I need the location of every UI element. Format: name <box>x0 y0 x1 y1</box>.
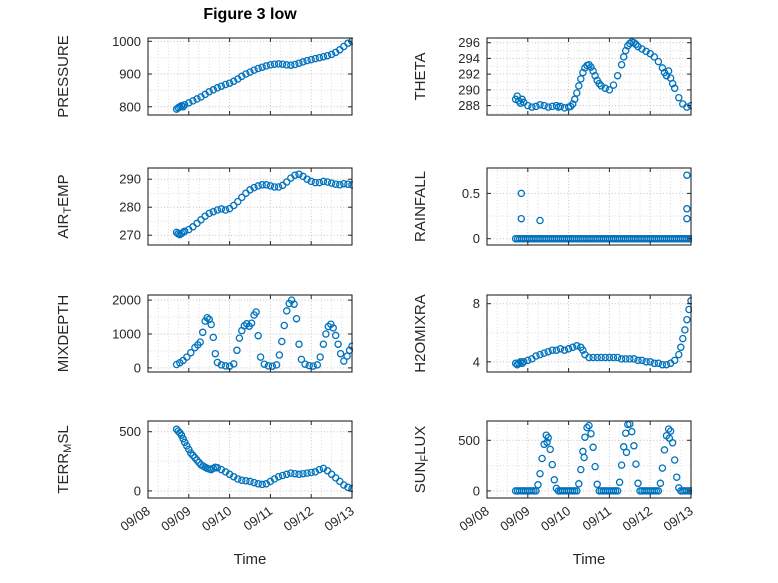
mixdepth-ytick-label: 1000 <box>112 327 141 342</box>
rainfall-ytick-label: 0 <box>473 231 480 246</box>
air_temp-points <box>172 170 353 239</box>
pressure-axes-box <box>147 37 353 116</box>
rainfall-axes-box <box>486 167 692 246</box>
x-axis-label-left: Time <box>233 551 267 568</box>
air_temp-ytick-label: 270 <box>119 228 141 243</box>
xtick-label: 09/12 <box>281 503 316 534</box>
terr_msl-points <box>172 425 353 493</box>
xtick-label: 09/11 <box>580 503 614 533</box>
pressure-ytick-label: 900 <box>119 67 141 82</box>
theta-axes-box <box>486 37 692 116</box>
pressure-points <box>172 37 353 113</box>
xtick-label: 09/13 <box>321 503 356 534</box>
mixdepth-ytick-label: 0 <box>134 360 141 375</box>
xtick-label: 09/09 <box>158 503 193 534</box>
sun_flux-ytick-label: 0 <box>473 483 480 498</box>
xtick-label: 09/10 <box>538 503 573 534</box>
mixdepth-ylabel: MIXDEPTH <box>55 295 72 373</box>
h2omixra-ytick-label: 8 <box>473 296 480 311</box>
plot-pressure: 800 900 1000 PRESSURE <box>55 34 353 118</box>
xtick-label: 09/11 <box>241 503 275 533</box>
mixdepth-points <box>172 296 353 370</box>
theta-ytick-label: 292 <box>458 67 480 82</box>
xtick-label: 09/08 <box>117 503 152 534</box>
xtick-label: 09/13 <box>660 503 695 534</box>
terr_msl-ylabel: TERRMSL <box>55 425 74 493</box>
xtick-label: 09/08 <box>456 503 491 534</box>
pressure-ytick-label: 800 <box>119 99 141 114</box>
sun_flux-ytick-label: 500 <box>458 433 480 448</box>
theta-ytick-label: 296 <box>458 35 480 50</box>
theta-ytick-label: 294 <box>458 51 480 66</box>
h2omixra-axes-box <box>486 294 692 373</box>
plot-mixdepth: 0 1000 2000 MIXDEPTH <box>55 293 353 375</box>
sun_flux-axes-box <box>486 420 692 499</box>
xtick-label: 09/12 <box>620 503 655 534</box>
plot-terr_msl: 0 500 09/08 09/09 09/10 09/11 09/12 09/13 TERRMS… <box>55 420 357 534</box>
air_temp-ytick-label: 280 <box>119 200 141 215</box>
plot-air_temp: 270 280 290 AIRTEMP <box>55 167 353 246</box>
plot-rainfall: 0 0.5 RAINFALL <box>412 167 692 246</box>
pressure-ylabel: PRESSURE <box>55 35 72 118</box>
xtick-label: 09/10 <box>199 503 234 534</box>
theta-points <box>511 38 692 112</box>
rainfall-ylabel: RAINFALL <box>412 171 429 242</box>
theta-ytick-label: 290 <box>458 82 480 97</box>
terr_msl-ytick-label: 500 <box>119 424 141 439</box>
h2omixra-ytick-label: 4 <box>473 354 480 369</box>
air_temp-axes-box <box>147 167 353 246</box>
plot-sun_flux: 0 500 09/08 09/09 09/10 09/11 09/12 09/13 SUNFLU… <box>412 420 696 534</box>
plot-h2omixra: 4 8 H2OMIXRA <box>412 294 692 373</box>
h2omixra-ylabel: H2OMIXRA <box>412 294 429 372</box>
air_temp-ylabel: AIRTEMP <box>55 174 74 238</box>
sun_flux-points <box>511 420 692 495</box>
xtick-label: 09/09 <box>497 503 532 534</box>
rainfall-points <box>511 171 692 243</box>
terr_msl-axes-box <box>147 420 353 499</box>
figure-title: Figure 3 low <box>203 6 297 23</box>
theta-ylabel: THETA <box>412 52 429 100</box>
sun_flux-ylabel: SUNFLUX <box>412 426 431 494</box>
mixdepth-ytick-label: 2000 <box>112 293 141 308</box>
air_temp-ytick-label: 290 <box>119 172 141 187</box>
rainfall-ytick-label: 0.5 <box>462 186 480 201</box>
pressure-ytick-label: 1000 <box>112 34 141 49</box>
theta-ytick-label: 288 <box>458 98 480 113</box>
terr_msl-ytick-label: 0 <box>134 483 141 498</box>
x-axis-label-right: Time <box>572 551 606 568</box>
